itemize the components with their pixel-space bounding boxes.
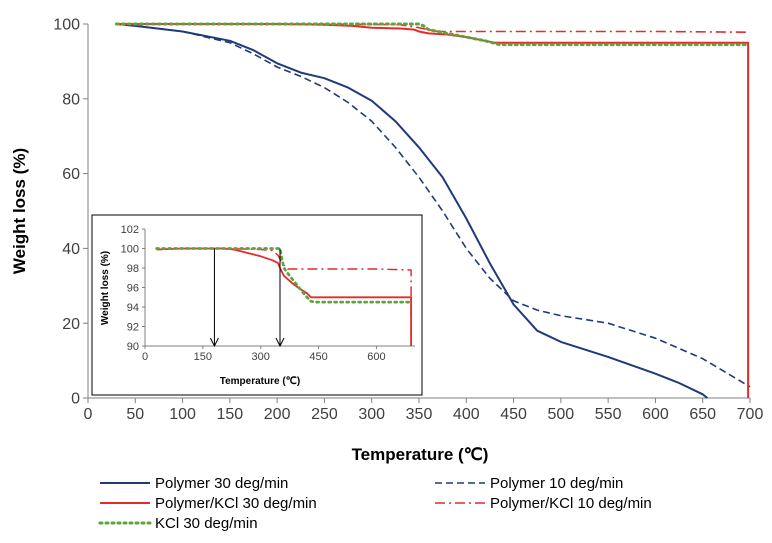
arrow-head — [275, 337, 285, 348]
main-x-ticks: 0 50 100 150 200 250 300 350 400 450 500 550 600 650 7… — [84, 398, 764, 423]
x-tick-label: 550 — [595, 406, 622, 423]
x-tick-label: 450 — [309, 351, 327, 363]
y-tick-label: 0 — [71, 391, 80, 408]
inset-y-axis-title: Weight loss (%) — [100, 251, 111, 325]
y-tick-label: 100 — [53, 17, 80, 34]
x-tick-label: 400 — [453, 406, 480, 423]
x-tick-label: 50 — [126, 406, 144, 423]
arrow-head — [209, 337, 219, 348]
y-tick-label: 40 — [62, 241, 80, 258]
x-tick-label: 300 — [252, 351, 270, 363]
legend-label: Polymer 10 deg/min — [490, 475, 623, 492]
main-x-axis-title: Temperature (℃) — [352, 445, 489, 464]
inset-x-ticks: 0 150 300 450 600 — [142, 346, 386, 363]
inset-y-ticks: 90 92 94 96 98 100 102 — [121, 224, 145, 353]
x-tick-label: 150 — [194, 351, 212, 363]
y-tick-label: 60 — [62, 166, 80, 183]
main-series-group — [114, 22, 751, 399]
y-tick-label: 80 — [62, 91, 80, 108]
main-y-ticks: 0 20 40 60 80 100 — [53, 17, 88, 408]
series-line — [114, 22, 750, 47]
legend: Polymer 30 deg/min Polymer 10 deg/min Poly… — [98, 475, 652, 532]
y-tick-label: 94 — [127, 302, 139, 314]
x-tick-label: 250 — [311, 406, 338, 423]
x-tick-label: 500 — [548, 406, 575, 423]
y-tick-label: 90 — [127, 341, 139, 353]
legend-label: Polymer/KCl 30 deg/min — [155, 495, 317, 512]
legend-label: Polymer/KCl 10 deg/min — [490, 495, 652, 512]
x-tick-label: 150 — [217, 406, 244, 423]
legend-label: KCl 30 deg/min — [155, 515, 258, 532]
y-tick-label: 20 — [62, 316, 80, 333]
x-tick-label: 0 — [84, 406, 93, 423]
y-tick-label: 98 — [127, 263, 139, 275]
x-tick-label: 200 — [264, 406, 291, 423]
x-tick-label: 350 — [406, 406, 433, 423]
series-line — [116, 23, 709, 399]
x-tick-label: 300 — [358, 406, 385, 423]
legend-label: Polymer 30 deg/min — [155, 475, 288, 492]
inset-series-group — [155, 247, 413, 346]
main-y-axis-title: Weight loss (%) — [10, 148, 29, 274]
y-tick-label: 96 — [127, 282, 139, 294]
y-tick-label: 92 — [127, 321, 139, 333]
x-tick-label: 100 — [169, 406, 196, 423]
y-tick-label: 100 — [121, 243, 139, 255]
series-line — [155, 247, 413, 304]
series-line — [116, 23, 751, 388]
inset-x-axis-title: Temperature (℃) — [220, 376, 301, 387]
inset-frame — [91, 214, 423, 396]
x-tick-label: 700 — [737, 406, 764, 423]
x-tick-label: 650 — [689, 406, 716, 423]
y-tick-label: 102 — [121, 224, 139, 236]
x-tick-label: 600 — [367, 351, 385, 363]
x-tick-label: 600 — [642, 406, 669, 423]
x-tick-label: 0 — [142, 351, 148, 363]
inset-arrows — [209, 248, 285, 348]
x-tick-label: 450 — [500, 406, 527, 423]
